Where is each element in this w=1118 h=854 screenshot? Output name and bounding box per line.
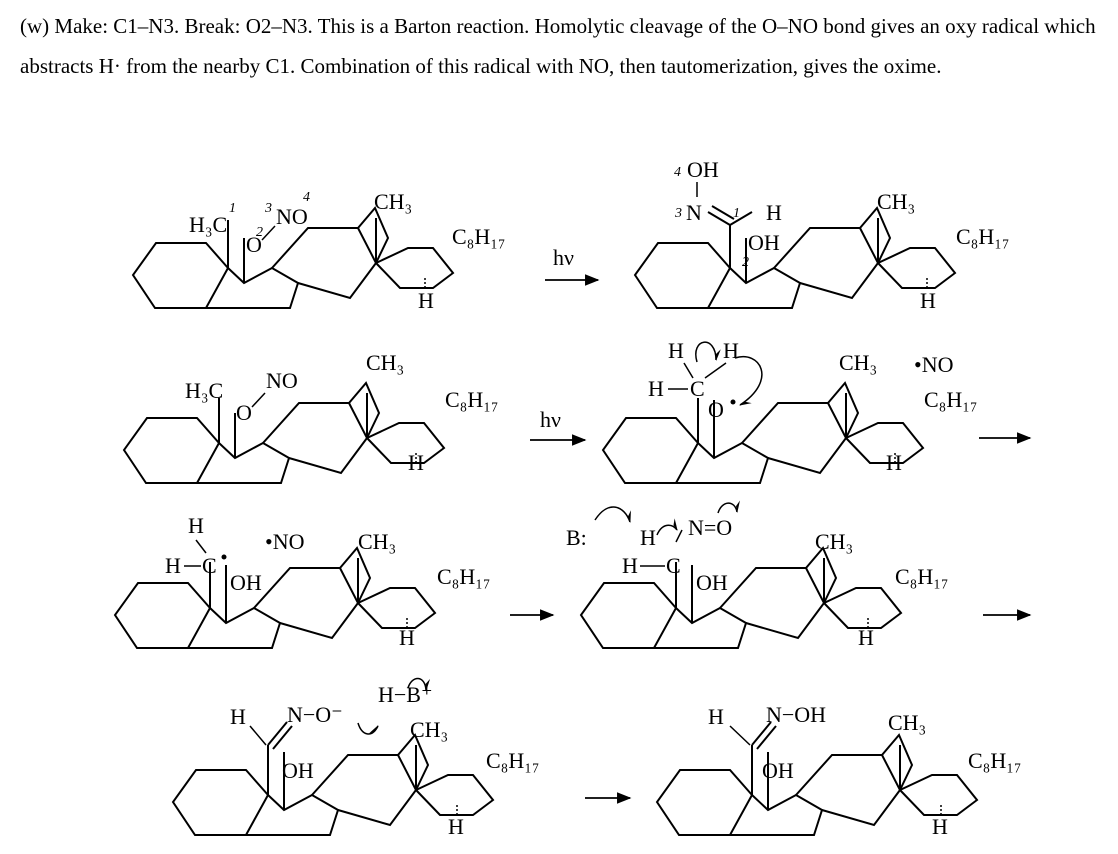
h-label-a: H [668, 338, 684, 363]
num-3: 3 [264, 201, 272, 216]
oh-label: OH [762, 758, 794, 783]
hv-label: hν [540, 407, 561, 432]
h-label: H [932, 814, 948, 839]
o-label: O [708, 397, 724, 422]
hb-plus-label: H−B⁺ [378, 682, 433, 707]
ch3-label: CH₃ [410, 717, 448, 742]
num-1: 1 [229, 201, 236, 216]
oh-label: OH [230, 570, 262, 595]
h3c-label: H₃C [189, 212, 227, 237]
c-label: C [690, 376, 705, 401]
dot-no-label: •NO [914, 352, 953, 377]
c8h17-label: C₈H₁₇ [437, 564, 491, 589]
h-label: H [418, 288, 434, 313]
problem-text: (w) Make: C1–N3. Break: O2–N3. This is a… [20, 14, 1096, 78]
num-1: 1 [733, 206, 740, 221]
structure-nitrite-1: H₃C 1 O 2 3 NO 4 CH₃ C₈H₁₇ H [132, 189, 506, 313]
b-label: B: [566, 525, 587, 550]
structure-oxime-product-1: 4 OH 3 N 1 H OH 2 CH₃ C₈H₁₇ H [634, 157, 1010, 313]
oh-label-2: OH [748, 230, 780, 255]
o-label: O [236, 400, 252, 425]
h-label-a: H [708, 704, 724, 729]
h-label-c: H [648, 376, 664, 401]
oh-label: OH [687, 157, 719, 182]
ch3-label: CH₃ [839, 350, 877, 375]
ch3-label: CH₃ [374, 189, 412, 214]
c8h17-label: C₈H₁₇ [968, 748, 1022, 773]
h-label-a: H [230, 704, 246, 729]
structure-oxime-final: H N−OH CH₃ OH C₈H₁₇ H [656, 702, 1022, 839]
num-4: 4 [303, 190, 310, 205]
c8h17-label: C₈H₁₇ [445, 387, 499, 412]
ch3-label: CH₃ [366, 350, 404, 375]
ch3-label: CH₃ [815, 529, 853, 554]
h-label: H [399, 625, 415, 650]
h-label-a: H [188, 513, 204, 538]
c8h17-label: C₈H₁₇ [895, 564, 949, 589]
oh-label: OH [282, 758, 314, 783]
structure-carbon-radical: H H C OH •NO CH₃ C₈H₁₇ H [114, 513, 491, 650]
h-label-b: H [723, 338, 739, 363]
o-label: O [246, 232, 262, 257]
n-oh-label: N−OH [766, 702, 826, 727]
n-eq-o-label: N=O [688, 515, 732, 540]
oh-label: OH [696, 570, 728, 595]
h-label-top: H [766, 200, 782, 225]
h-label-a: H [640, 525, 656, 550]
c8h17-label: C₈H₁₇ [956, 224, 1010, 249]
no-label: NO [276, 204, 308, 229]
h3c-label: H₃C [185, 378, 223, 403]
h-label-b: H [622, 553, 638, 578]
h-label-b: H [165, 553, 181, 578]
h-label: H [408, 450, 424, 475]
hv-label: hν [553, 245, 574, 270]
arrow-hv-1: hν [545, 245, 600, 286]
n-o-minus-label: N−O⁻ [287, 702, 343, 727]
structure-nitrite-2: H₃C O NO CH₃ C₈H₁₇ H [123, 350, 499, 484]
structure-oxy-radical: H H H C O CH₃ •NO C₈H₁₇ H [602, 338, 978, 484]
h-label: H [886, 450, 902, 475]
ch3-label: CH₃ [358, 529, 396, 554]
ch3-label: CH₃ [888, 710, 926, 735]
arrow-hv-2: hν [530, 407, 587, 446]
c8h17-label: C₈H₁₇ [924, 387, 978, 412]
h-label: H [920, 288, 936, 313]
h-label: H [448, 814, 464, 839]
n-label: N [686, 200, 702, 225]
c-label: C [666, 553, 681, 578]
c8h17-label: C₈H₁₇ [452, 224, 506, 249]
num-4-top: 4 [674, 165, 681, 180]
num-3: 3 [674, 206, 682, 221]
ch3-label: CH₃ [877, 189, 915, 214]
c8h17-label: C₈H₁₇ [486, 748, 540, 773]
num-2: 2 [742, 255, 749, 270]
c-label: C [202, 553, 217, 578]
structure-nitroso: B: H N=O H C OH CH₃ C₈H₁₇ H [566, 500, 949, 650]
structure-oximate: H N−O⁻ H−B⁺ CH₃ OH C₈H₁₇ H [172, 677, 540, 839]
no-label: NO [266, 368, 298, 393]
h-label: H [858, 625, 874, 650]
dot-no-label: •NO [265, 529, 304, 554]
num-2: 2 [256, 225, 263, 240]
